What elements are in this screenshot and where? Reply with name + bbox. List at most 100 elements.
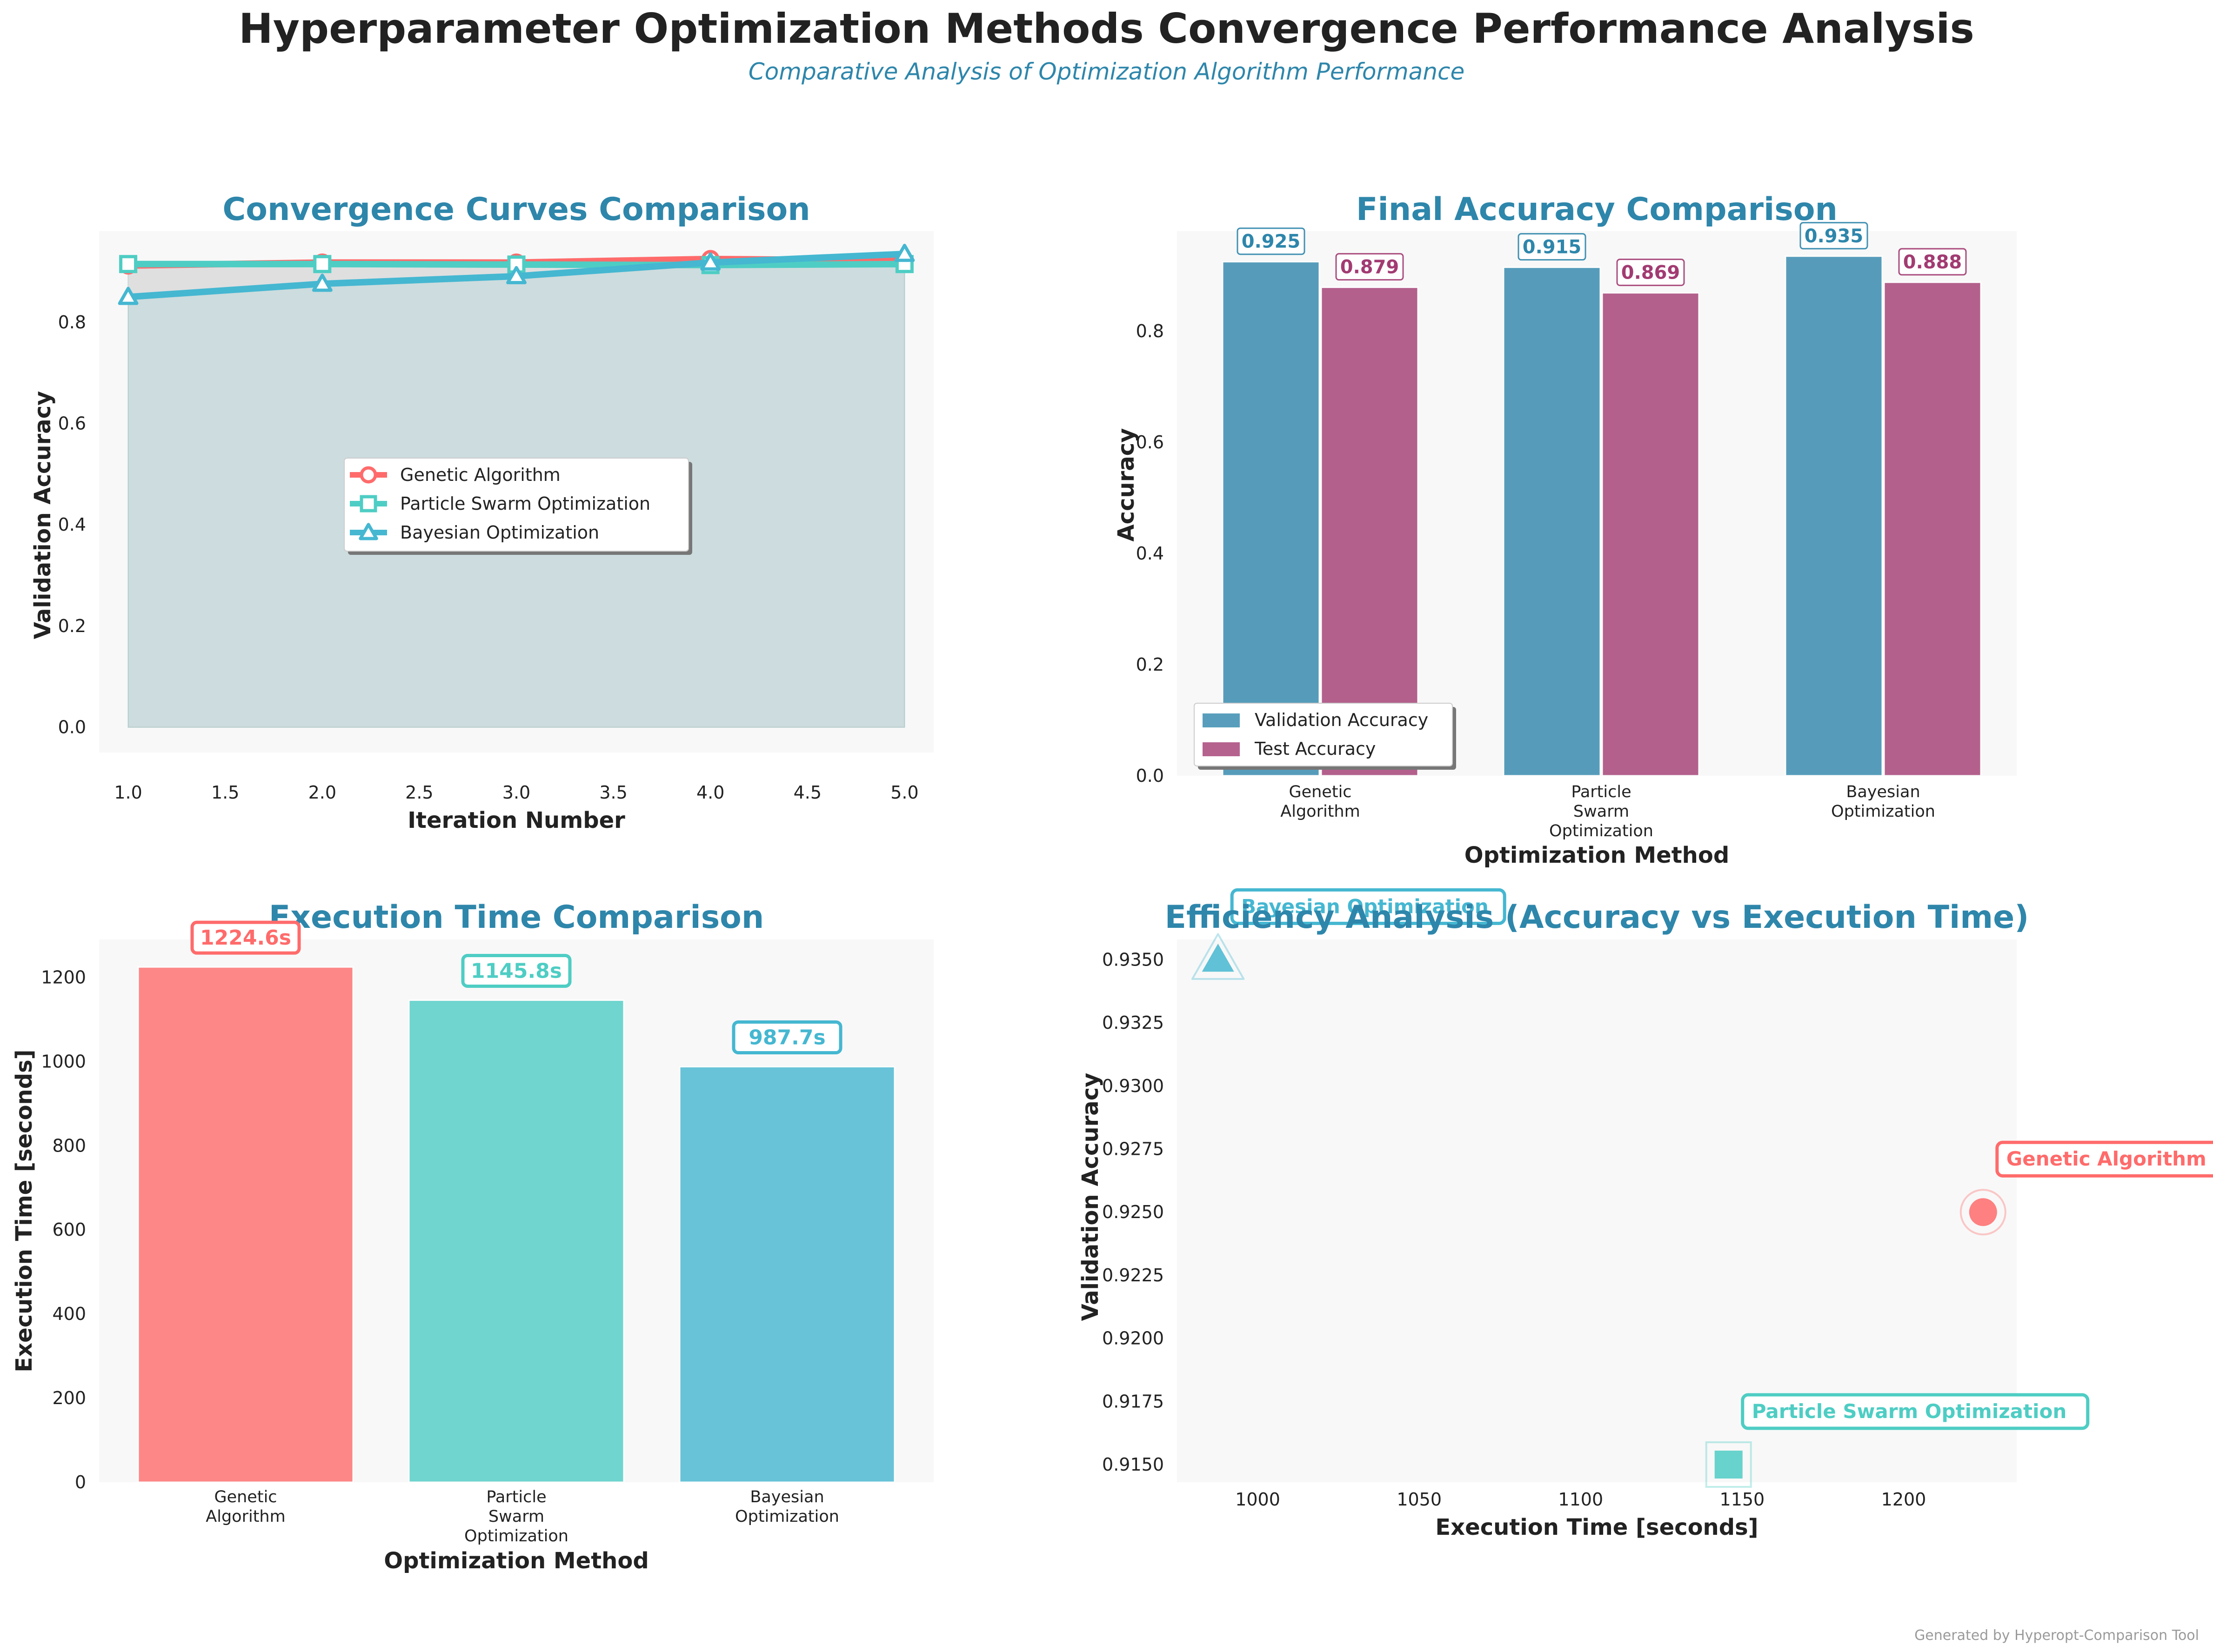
- x-axis-label: Optimization Method: [384, 1548, 649, 1574]
- x-tick-label: Algorithm: [1280, 802, 1360, 821]
- data-label: 0.935: [1805, 226, 1864, 247]
- x-tick-label: 4.0: [696, 782, 724, 803]
- x-tick-label: Swarm: [488, 1507, 544, 1526]
- footer-note: Generated by Hyperopt-Comparison Tool: [1914, 1627, 2199, 1644]
- y-axis-label: Accuracy: [1113, 428, 1139, 541]
- data-label: 1145.8s: [471, 959, 562, 983]
- x-tick-label: Algorithm: [206, 1507, 285, 1526]
- data-point: [894, 244, 915, 262]
- point-label: Particle Swarm Optimization: [1752, 1400, 2067, 1423]
- main-title: Hyperparameter Optimization Methods Conv…: [239, 5, 1974, 53]
- x-tick-label: 1150: [1720, 1489, 1765, 1510]
- data-point: [312, 273, 333, 292]
- bar: [1222, 261, 1320, 777]
- y-tick-label: 0.4: [58, 514, 86, 535]
- y-axis-label: Validation Accuracy: [1077, 1073, 1103, 1321]
- x-tick-label: 4.5: [794, 782, 822, 803]
- data-label-box: [1518, 233, 1586, 261]
- x-tick-label: 1000: [1235, 1489, 1280, 1510]
- x-tick-label: Genetic: [1289, 783, 1351, 801]
- data-point: [118, 286, 139, 305]
- y-tick-label: 0.4: [1136, 543, 1164, 564]
- data-label: 0.888: [1903, 252, 1962, 273]
- data-label-box: [1616, 259, 1685, 286]
- y-axis-label: Execution Time [seconds]: [11, 1049, 37, 1372]
- x-axis-label: Iteration Number: [408, 807, 625, 833]
- legend-label: Genetic Algorithm: [400, 465, 561, 485]
- y-tick-label: 0: [75, 1472, 86, 1492]
- y-tick-label: 0.9225: [1102, 1265, 1164, 1286]
- bar: [1503, 266, 1601, 777]
- x-tick-label: 1.5: [211, 782, 239, 803]
- x-tick-label: 1050: [1397, 1489, 1442, 1510]
- data-point: [1714, 1451, 1743, 1479]
- bar: [408, 999, 625, 1483]
- data-label-box: [1237, 227, 1305, 255]
- y-tick-label: 400: [52, 1304, 86, 1324]
- panel-title: Efficiency Analysis (Accuracy vs Executi…: [1165, 899, 2029, 936]
- data-label: 0.879: [1340, 257, 1399, 278]
- y-tick-label: 0.9175: [1102, 1391, 1164, 1412]
- plot-area: [1177, 939, 2017, 1482]
- legend-marker: [360, 466, 377, 484]
- panel-title: Convergence Curves Comparison: [222, 191, 810, 228]
- panel-title: Final Accuracy Comparison: [1356, 191, 1838, 228]
- marker-halo: [1959, 1189, 2006, 1236]
- data-point: [1202, 943, 1234, 972]
- point-label: Bayesian Optimization: [1241, 895, 1489, 918]
- legend-box: [344, 458, 689, 552]
- y-tick-label: 0.9300: [1102, 1076, 1164, 1096]
- bar: [1601, 292, 1700, 777]
- x-tick-label: Optimization: [1549, 822, 1653, 840]
- y-tick-label: 0.8: [1136, 321, 1164, 341]
- y-tick-label: 0.9275: [1102, 1139, 1164, 1159]
- data-point: [1969, 1198, 1997, 1226]
- data-label: 987.7s: [749, 1026, 825, 1049]
- legend-marker: [360, 495, 377, 513]
- data-point: [700, 252, 721, 271]
- x-tick-label: Optimization: [735, 1507, 839, 1526]
- bar: [137, 966, 354, 1483]
- bar: [1883, 281, 1982, 777]
- y-tick-label: 0.2: [1136, 654, 1164, 675]
- x-tick-label: Particle: [486, 1488, 546, 1506]
- x-tick-label: Optimization: [1831, 802, 1935, 821]
- legend-swatch: [1203, 713, 1240, 727]
- point-label: Genetic Algorithm: [2006, 1147, 2206, 1170]
- x-tick-label: 1.0: [114, 782, 142, 803]
- x-tick-label: 2.5: [405, 782, 433, 803]
- data-point: [119, 255, 138, 273]
- panel-title: Execution Time Comparison: [269, 899, 764, 936]
- x-tick-label: 1200: [1881, 1489, 1926, 1510]
- y-tick-label: 0.6: [58, 413, 86, 434]
- y-tick-label: 0.0: [1136, 766, 1164, 786]
- y-tick-label: 1200: [41, 967, 86, 987]
- marker-halo: [1705, 1441, 1752, 1488]
- y-tick-label: 0.9150: [1102, 1454, 1164, 1475]
- data-label: 0.915: [1523, 237, 1582, 258]
- y-tick-label: 1000: [41, 1051, 86, 1072]
- y-tick-label: 800: [52, 1135, 86, 1156]
- x-axis-label: Optimization Method: [1464, 842, 1729, 868]
- bar: [1785, 255, 1883, 777]
- data-label: 1224.6s: [200, 926, 291, 950]
- y-tick-label: 0.9350: [1102, 949, 1164, 970]
- point-label-box: [1230, 888, 1506, 925]
- point-label-box: [1995, 1140, 2213, 1178]
- x-tick-label: Bayesian: [750, 1488, 824, 1506]
- x-tick-label: 2.0: [308, 782, 336, 803]
- subtitle: Comparative Analysis of Optimization Alg…: [748, 58, 1465, 85]
- data-label-box: [732, 1020, 842, 1054]
- legend-marker: [359, 523, 378, 540]
- data-label: 0.925: [1242, 231, 1301, 253]
- x-tick-label: Bayesian: [1846, 783, 1920, 801]
- y-tick-label: 0.8: [58, 312, 86, 333]
- data-label-box: [1799, 222, 1868, 250]
- x-tick-label: 1100: [1558, 1489, 1603, 1510]
- data-label-box: [190, 920, 301, 955]
- data-label-box: [1898, 248, 1967, 276]
- y-tick-label: 0.9200: [1102, 1328, 1164, 1349]
- data-point: [506, 266, 527, 285]
- legend-label: Particle Swarm Optimization: [400, 493, 650, 514]
